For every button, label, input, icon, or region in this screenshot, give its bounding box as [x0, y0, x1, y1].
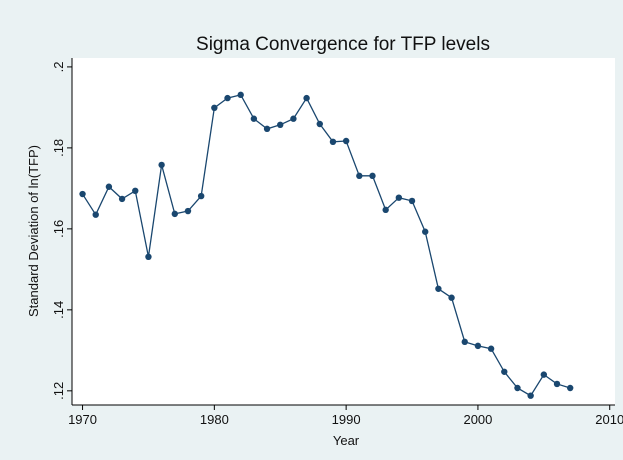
point [118, 195, 126, 203]
point [461, 338, 468, 346]
point [197, 192, 205, 200]
point [277, 121, 284, 129]
x-tick-label: 2010 [595, 412, 623, 427]
point [263, 125, 271, 133]
point [211, 104, 218, 112]
y-tick-label: .16 [51, 220, 66, 238]
point [369, 172, 376, 180]
point [435, 285, 442, 292]
y-tick-label: .14 [51, 301, 66, 319]
point [290, 115, 297, 122]
point [250, 115, 258, 122]
x-tick-label: 1970 [68, 412, 97, 427]
point [514, 384, 521, 392]
point [487, 345, 495, 352]
y-tick-label: .18 [51, 139, 66, 157]
point [356, 172, 363, 180]
point [171, 210, 179, 218]
point [132, 187, 139, 195]
point [303, 94, 310, 102]
point [553, 380, 561, 388]
point [382, 206, 389, 214]
y-tick-label: .2 [51, 61, 66, 72]
plot-area [72, 58, 615, 405]
x-axis-label: Year [333, 433, 360, 448]
x-tick-label: 1980 [200, 412, 229, 427]
point [145, 253, 152, 261]
point [329, 138, 337, 146]
point [92, 211, 99, 218]
point [105, 183, 113, 190]
point [184, 207, 192, 215]
point [237, 91, 244, 99]
y-tick-label: .12 [51, 382, 66, 400]
chart-title: Sigma Convergence for TFP levels [196, 34, 490, 55]
point [448, 294, 455, 301]
point [316, 120, 323, 128]
point [158, 161, 165, 169]
point [408, 197, 416, 205]
point [79, 190, 86, 198]
point [422, 228, 429, 235]
y-axis-label: Standard Deviation of ln(TFP) [26, 145, 41, 317]
point [501, 368, 508, 375]
point [395, 194, 403, 201]
point [342, 137, 350, 145]
point [566, 384, 574, 392]
point [474, 342, 482, 350]
x-tick-label: 1990 [332, 412, 361, 427]
point [224, 94, 231, 102]
point [540, 371, 548, 378]
point [527, 392, 534, 399]
x-tick-label: 2000 [463, 412, 492, 427]
